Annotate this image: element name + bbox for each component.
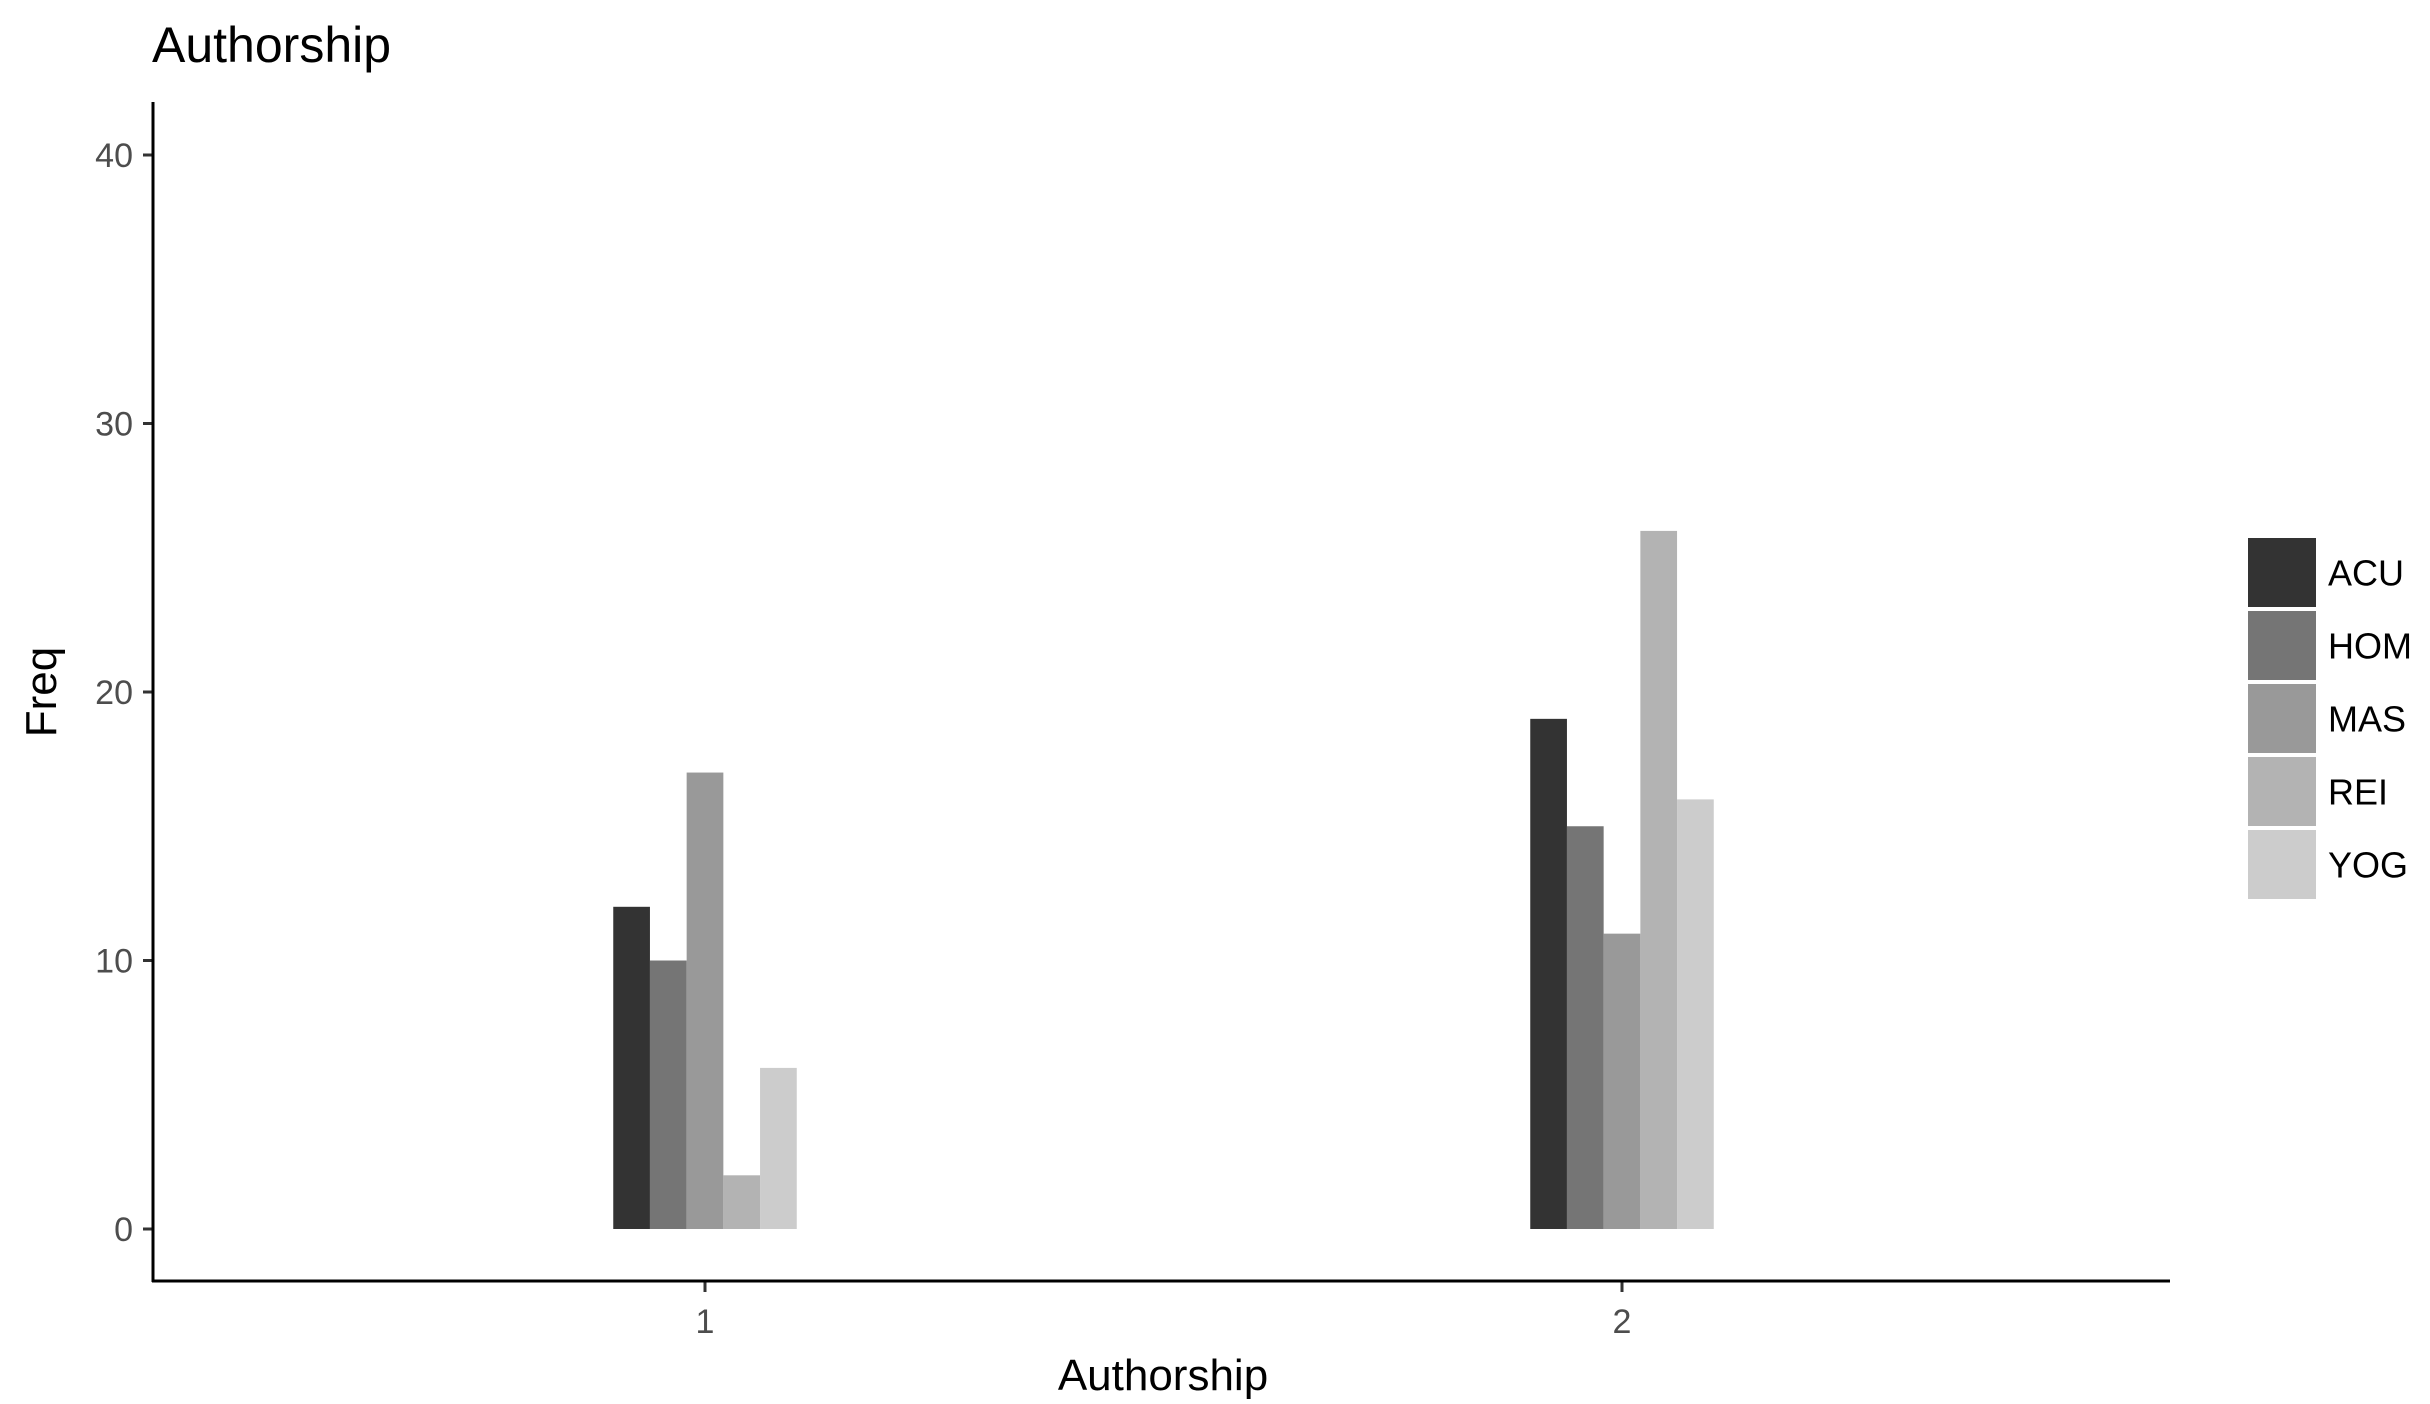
y-tick-label: 40 [95, 137, 133, 175]
bar-hom-1 [649, 960, 687, 1229]
legend-key-acu [2248, 538, 2316, 607]
y-tick-label: 20 [95, 674, 133, 712]
bars [613, 530, 1714, 1229]
chart-title: Authorship [152, 17, 391, 73]
bar-acu-1 [613, 906, 650, 1229]
bar-mas-1 [686, 772, 724, 1229]
y-tick-label: 0 [114, 1211, 133, 1249]
bar-yog-1 [760, 1067, 797, 1229]
y-tick-label: 10 [95, 943, 133, 981]
bar-yog-2 [1677, 799, 1714, 1229]
legend-label-yog: YOG [2328, 845, 2408, 886]
x-tick-label: 2 [1613, 1303, 1632, 1341]
y-axis-ticks: 0 10 20 30 40 [95, 137, 153, 1249]
legend-label-rei: REI [2328, 772, 2388, 813]
bar-mas-2 [1603, 933, 1641, 1229]
bar-hom-2 [1566, 826, 1604, 1229]
y-axis-title: Freq [17, 647, 66, 737]
x-tick-label: 1 [696, 1303, 715, 1341]
bar-rei-1 [723, 1175, 761, 1229]
y-tick-label: 30 [95, 406, 133, 444]
legend-key-mas [2248, 684, 2316, 753]
legend: ACU HOM MAS REI YOG [2248, 538, 2412, 899]
bar-rei-2 [1640, 530, 1678, 1229]
legend-key-yog [2248, 830, 2316, 899]
legend-label-hom: HOM [2328, 626, 2412, 667]
bar-acu-2 [1530, 718, 1567, 1229]
x-axis-title: Authorship [1058, 1351, 1268, 1400]
legend-label-acu: ACU [2328, 553, 2404, 594]
legend-label-mas: MAS [2328, 699, 2406, 740]
legend-key-hom [2248, 611, 2316, 680]
legend-key-rei [2248, 757, 2316, 826]
